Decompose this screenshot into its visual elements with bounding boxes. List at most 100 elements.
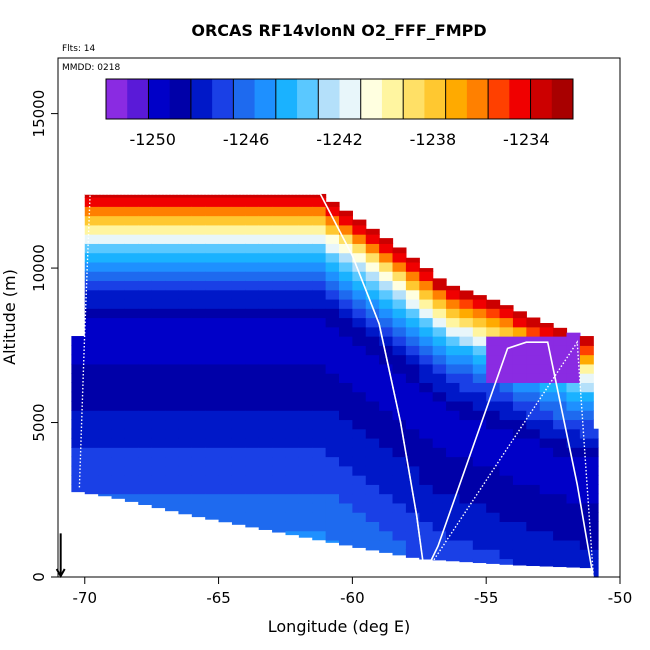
heatmap-cell — [446, 558, 461, 562]
heatmap-cell — [499, 475, 514, 485]
heatmap-cell — [325, 475, 340, 485]
heatmap-cell — [205, 502, 220, 513]
heatmap-cell — [218, 252, 233, 263]
heatmap-cell — [151, 419, 166, 430]
heatmap-cell — [512, 437, 527, 448]
heatmap-cell — [138, 206, 153, 217]
colorbar-swatch — [445, 79, 468, 119]
heatmap-cell — [419, 484, 434, 495]
heatmap-cell — [165, 382, 180, 393]
heatmap-cell — [432, 428, 447, 439]
heatmap-cell — [111, 308, 126, 319]
heatmap-cell — [205, 475, 220, 485]
heatmap-cell — [312, 289, 327, 300]
heatmap-cell — [539, 410, 554, 421]
heatmap-cell — [165, 289, 180, 300]
heatmap-cell — [459, 382, 474, 393]
heatmap-cell — [339, 210, 353, 217]
heatmap-cell — [111, 243, 126, 254]
heatmap-cell — [339, 437, 353, 448]
heatmap-cell — [472, 391, 487, 402]
heatmap-cell — [499, 549, 514, 560]
heatmap-cell — [285, 428, 300, 439]
heatmap-cell — [124, 419, 139, 430]
heatmap-cell — [178, 419, 193, 430]
heatmap-cell — [98, 447, 113, 458]
heatmap-cell — [579, 336, 594, 346]
heatmap-cell — [245, 271, 260, 282]
heatmap-cell — [446, 336, 461, 346]
heatmap-cell — [526, 549, 541, 560]
heatmap-cell — [512, 521, 527, 532]
heatmap-cell — [365, 437, 380, 448]
heatmap-cell — [111, 280, 126, 291]
heatmap-cell — [539, 336, 554, 346]
heatmap-cell — [98, 465, 113, 476]
x-tick-label: -60 — [340, 589, 365, 607]
heatmap-cell — [191, 224, 206, 235]
heatmap-cell — [245, 289, 260, 300]
heatmap-cell — [98, 261, 113, 272]
heatmap-cell — [486, 539, 501, 550]
heatmap-cell — [325, 391, 340, 402]
heatmap-cell — [379, 261, 394, 272]
heatmap-cell — [312, 530, 327, 541]
heatmap-cell — [365, 382, 380, 393]
heatmap-cell — [165, 308, 180, 319]
heatmap-cell — [352, 317, 367, 328]
heatmap-cell — [539, 512, 554, 522]
heatmap-cell — [553, 530, 568, 541]
colorbar-frame — [105, 78, 574, 120]
heatmap-cell — [446, 484, 461, 495]
heatmap-cell — [285, 252, 300, 263]
heatmap-cell — [579, 456, 594, 467]
heatmap-cell — [379, 549, 394, 553]
heatmap-cell — [272, 298, 287, 309]
heatmap-cell — [312, 271, 327, 282]
heatmap-cell — [392, 247, 407, 254]
heatmap-cell — [352, 428, 367, 439]
heatmap-cell — [138, 400, 153, 411]
heatmap-cell — [285, 354, 300, 365]
heatmap-cell — [191, 382, 206, 393]
heatmap-cell — [205, 298, 220, 309]
heatmap-cell — [231, 252, 246, 263]
heatmap-cell — [84, 206, 99, 217]
heatmap-cell — [526, 326, 541, 337]
heatmap-cell — [352, 234, 367, 244]
heatmap-cell — [352, 447, 367, 458]
heatmap-cell — [339, 391, 353, 402]
heatmap-cell — [205, 252, 220, 263]
heatmap-cell — [245, 419, 260, 430]
heatmap-cell — [245, 512, 260, 522]
colorbar-swatch — [127, 79, 149, 119]
heatmap-cell — [339, 215, 353, 226]
heatmap-cell — [579, 345, 594, 356]
heatmap-cell — [138, 336, 153, 346]
heatmap-cell — [405, 539, 420, 550]
heatmap-cell — [258, 512, 273, 522]
heatmap-cell — [405, 465, 420, 476]
heatmap-cell — [165, 193, 180, 198]
heatmap-cell — [124, 298, 139, 309]
heatmap-cell — [579, 549, 594, 560]
heatmap-cell — [191, 317, 206, 328]
heatmap-cell — [352, 326, 367, 337]
heatmap-cell — [178, 354, 193, 365]
heatmap-cell — [379, 512, 394, 522]
heatmap-cell — [178, 447, 193, 458]
heatmap-cell — [245, 345, 260, 356]
heatmap-cell — [539, 382, 554, 393]
heatmap-cell — [486, 308, 501, 319]
heatmap-cell — [446, 373, 461, 383]
heatmap-cell — [285, 280, 300, 291]
heatmap-cell — [151, 437, 166, 448]
heatmap-cell — [472, 419, 487, 430]
heatmap-cell — [553, 382, 568, 393]
heatmap-cell — [218, 382, 233, 393]
y-axis-label: Altitude (m) — [0, 269, 19, 365]
heatmap-cell — [138, 484, 153, 495]
heatmap-cell — [486, 336, 501, 346]
heatmap-cell — [566, 391, 581, 402]
heatmap-cell — [285, 530, 300, 536]
